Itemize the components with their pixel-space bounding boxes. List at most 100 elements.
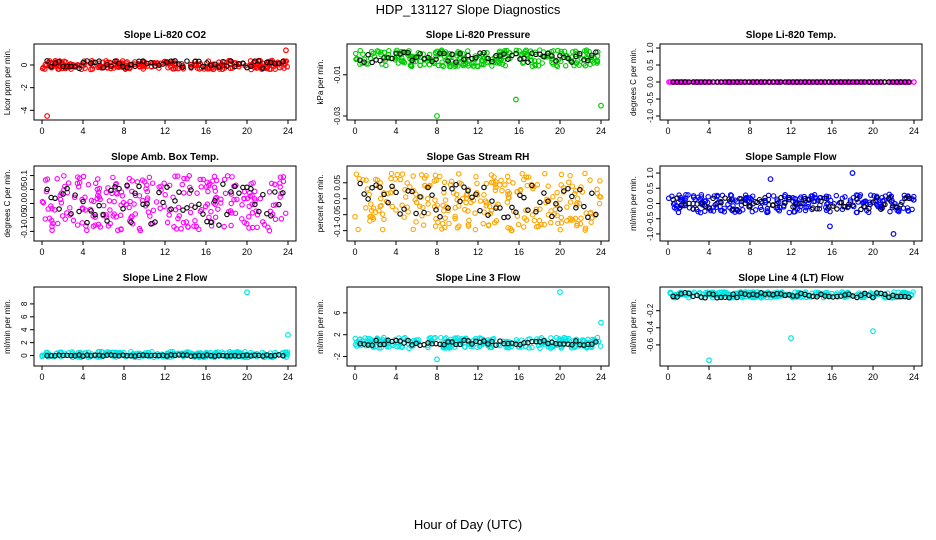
data-point (705, 193, 711, 200)
reference-point (413, 210, 419, 217)
data-point (504, 199, 511, 205)
data-point (249, 210, 256, 216)
data-point (222, 190, 229, 197)
data-point (692, 196, 698, 203)
reference-point (172, 198, 178, 204)
reference-point (56, 206, 62, 212)
reference-point (433, 56, 439, 62)
data-point (217, 200, 224, 206)
data-point (492, 187, 499, 194)
data-point (748, 196, 754, 202)
x-tick-label: 12 (786, 126, 796, 136)
data-point (282, 210, 289, 217)
x-tick-label: 0 (39, 372, 44, 382)
reference-point (485, 212, 491, 218)
reference-point (537, 199, 543, 206)
reference-point (260, 65, 266, 72)
data-point (131, 201, 137, 207)
reference-point (553, 200, 559, 207)
data-point (402, 334, 408, 341)
data-point (282, 58, 288, 65)
reference-point (790, 204, 796, 210)
data-point (554, 212, 560, 219)
data-point (452, 213, 458, 220)
data-point (402, 186, 408, 193)
reference-point (361, 191, 367, 197)
x-tick-label: 0 (39, 247, 44, 257)
data-point (183, 219, 190, 225)
data-point (545, 183, 552, 189)
panel-title: Slope Amb. Box Temp. (111, 152, 219, 163)
y-tick-label: 0.0 (646, 76, 655, 88)
data-point (442, 197, 449, 203)
reference-point (373, 337, 379, 344)
data-point (368, 213, 374, 220)
data-point (413, 191, 419, 197)
reference-point (228, 189, 234, 195)
data-point (113, 190, 119, 196)
data-point (533, 336, 540, 342)
reference-point (798, 200, 804, 207)
data-point (465, 208, 471, 214)
reference-point (76, 208, 82, 215)
reference-point (377, 57, 383, 64)
data-point (764, 209, 770, 216)
reference-point (710, 291, 716, 297)
reference-point (698, 200, 704, 207)
data-point (386, 48, 392, 54)
data-point (368, 48, 375, 55)
reference-point (814, 294, 820, 300)
data-point (164, 219, 171, 226)
data-point (353, 171, 360, 177)
reference-point (52, 195, 58, 202)
reference-point (481, 338, 487, 344)
data-point (891, 289, 897, 295)
reference-point (882, 201, 888, 208)
data-point (796, 200, 802, 207)
data-point (498, 177, 504, 184)
x-tick-label: 4 (706, 247, 711, 257)
data-point (427, 334, 434, 341)
data-point (82, 65, 88, 71)
data-point (39, 198, 46, 205)
data-point (432, 197, 438, 203)
data-point (502, 182, 508, 188)
reference-point (409, 57, 415, 64)
data-point (574, 221, 581, 227)
reference-point (441, 50, 447, 57)
reference-point (541, 190, 547, 196)
data-point (71, 194, 78, 201)
y-axis-label: degrees C per min. (3, 169, 12, 237)
reference-point (593, 49, 599, 55)
outlier-point (557, 289, 563, 295)
data-point (513, 47, 520, 54)
data-point (751, 79, 758, 85)
data-point (432, 172, 439, 179)
reference-point (838, 199, 844, 206)
data-point (367, 201, 374, 207)
data-point (874, 202, 881, 209)
data-point (48, 203, 54, 209)
data-point (105, 185, 111, 191)
reference-point (569, 193, 575, 200)
data-point (399, 171, 406, 177)
data-point (241, 195, 247, 202)
data-point (280, 174, 287, 180)
data-point (211, 173, 218, 180)
reference-point (553, 58, 559, 64)
data-point (234, 196, 240, 203)
x-tick-label: 12 (160, 247, 170, 257)
data-point (115, 227, 121, 233)
data-point (410, 173, 416, 179)
data-point (567, 172, 573, 179)
data-point (435, 62, 442, 69)
data-point (136, 193, 143, 199)
data-point (273, 202, 279, 208)
data-point (410, 226, 416, 233)
data-point (541, 221, 548, 228)
data-point (148, 63, 155, 70)
data-point (144, 197, 150, 203)
data-point (396, 343, 402, 349)
reference-point (577, 186, 583, 193)
